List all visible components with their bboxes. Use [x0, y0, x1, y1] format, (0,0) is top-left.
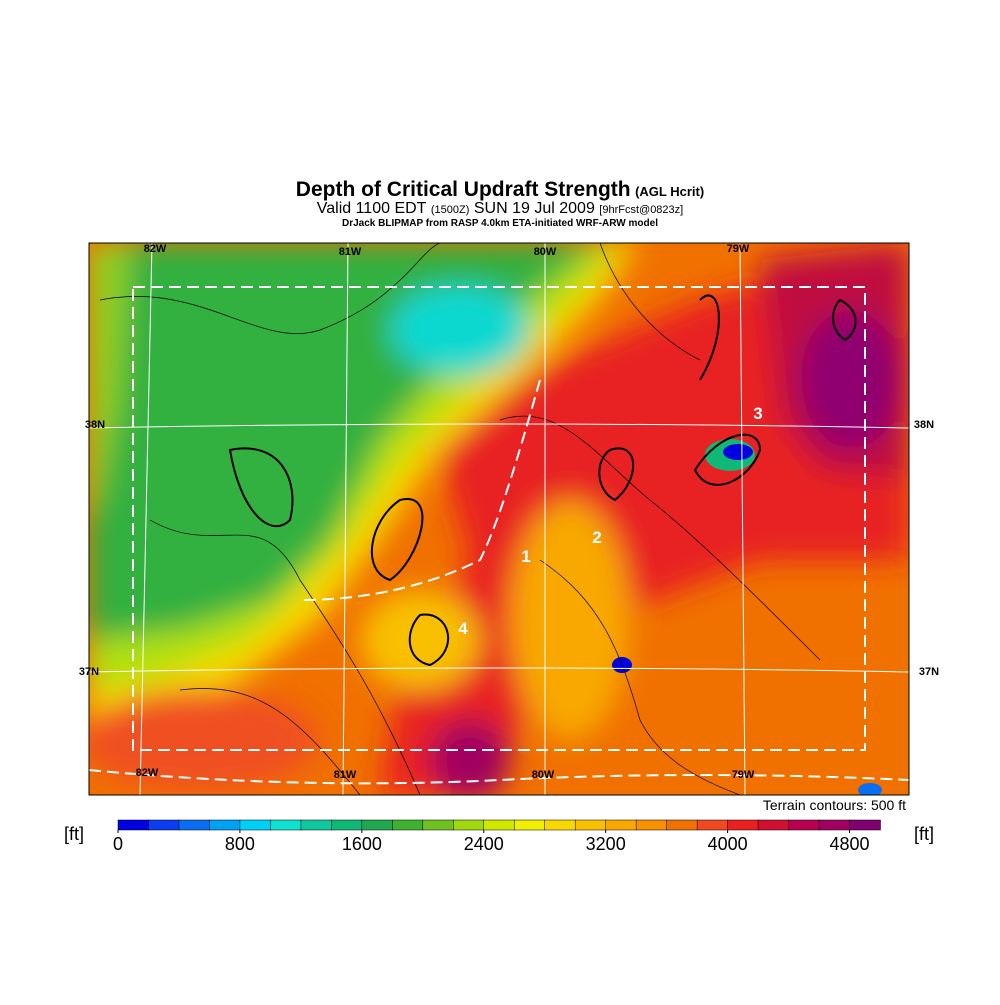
colorbar-tick-label: 1600 — [342, 834, 382, 854]
colorbar-tick-label: 4800 — [829, 834, 869, 854]
lat-label: 38N — [914, 419, 934, 431]
colorbar-segment — [178, 819, 211, 831]
colorbar-segment — [818, 819, 851, 831]
colorbar-tick-label: 800 — [225, 834, 255, 854]
lat-label: 37N — [79, 666, 99, 678]
lon-label: 82W — [144, 243, 167, 255]
marker: 2 — [592, 528, 601, 547]
colorbar-segment — [849, 819, 881, 831]
colorbar-segment — [727, 819, 759, 831]
colorbar-segment — [574, 819, 607, 831]
marker: 4 — [458, 619, 468, 638]
lon-label: 82W — [136, 767, 159, 779]
lat-label: 37N — [919, 666, 939, 678]
lon-label: 79W — [732, 769, 755, 781]
colorbar-segment — [392, 819, 424, 831]
colorbar-segment — [239, 819, 272, 831]
lon-label: 81W — [339, 246, 362, 258]
lat-label: 38N — [85, 419, 105, 431]
colorbar-tick-label: 4000 — [708, 834, 748, 854]
colorbar-segment — [483, 819, 515, 831]
colorbar-segment — [544, 819, 576, 831]
contour-note: Terrain contours: 500 ft — [763, 797, 906, 813]
colorbar-unit: [ft] — [914, 824, 934, 844]
model-line: DrJack BLIPMAP from RASP 4.0km ETA-initi… — [342, 218, 658, 229]
lon-label: 80W — [534, 246, 557, 258]
colorbar-segment — [117, 819, 150, 831]
marker: 3 — [753, 404, 762, 423]
colorbar-unit: [ft] — [64, 824, 84, 844]
colorbar-tick-label: 0 — [113, 834, 123, 854]
map-field — [89, 243, 909, 795]
lon-label: 81W — [334, 769, 357, 781]
colorbar-segment — [270, 819, 302, 831]
colorbar-segment — [605, 819, 637, 831]
colorbar-segment — [361, 819, 394, 831]
colorbar-tick-label: 3200 — [586, 834, 626, 854]
subtitle: Valid 1100 EDT (1500Z) SUN 19 Jul 2009 [… — [317, 200, 683, 217]
colorbar: 0 800 1600 2400 3200 4000 4800 — [113, 819, 881, 854]
colorbar-segment — [635, 819, 668, 831]
colorbar-segment — [788, 819, 820, 831]
marker: 1 — [521, 547, 530, 566]
lon-label: 79W — [727, 243, 750, 255]
colorbar-segment — [696, 819, 729, 831]
colorbar-segment — [331, 819, 363, 831]
colorbar-segment — [666, 819, 698, 831]
colorbar-segment — [422, 819, 455, 831]
colorbar-segment — [148, 819, 180, 831]
colorbar-segment — [209, 819, 241, 831]
lon-label: 80W — [532, 769, 555, 781]
colorbar-segment — [757, 819, 790, 831]
title: Depth of Critical Updraft Strength (AGL … — [296, 178, 704, 201]
colorbar-segment — [453, 819, 485, 831]
colorbar-segment — [300, 819, 333, 831]
colorbar-segment — [513, 819, 546, 831]
colorbar-tick-label: 2400 — [464, 834, 504, 854]
